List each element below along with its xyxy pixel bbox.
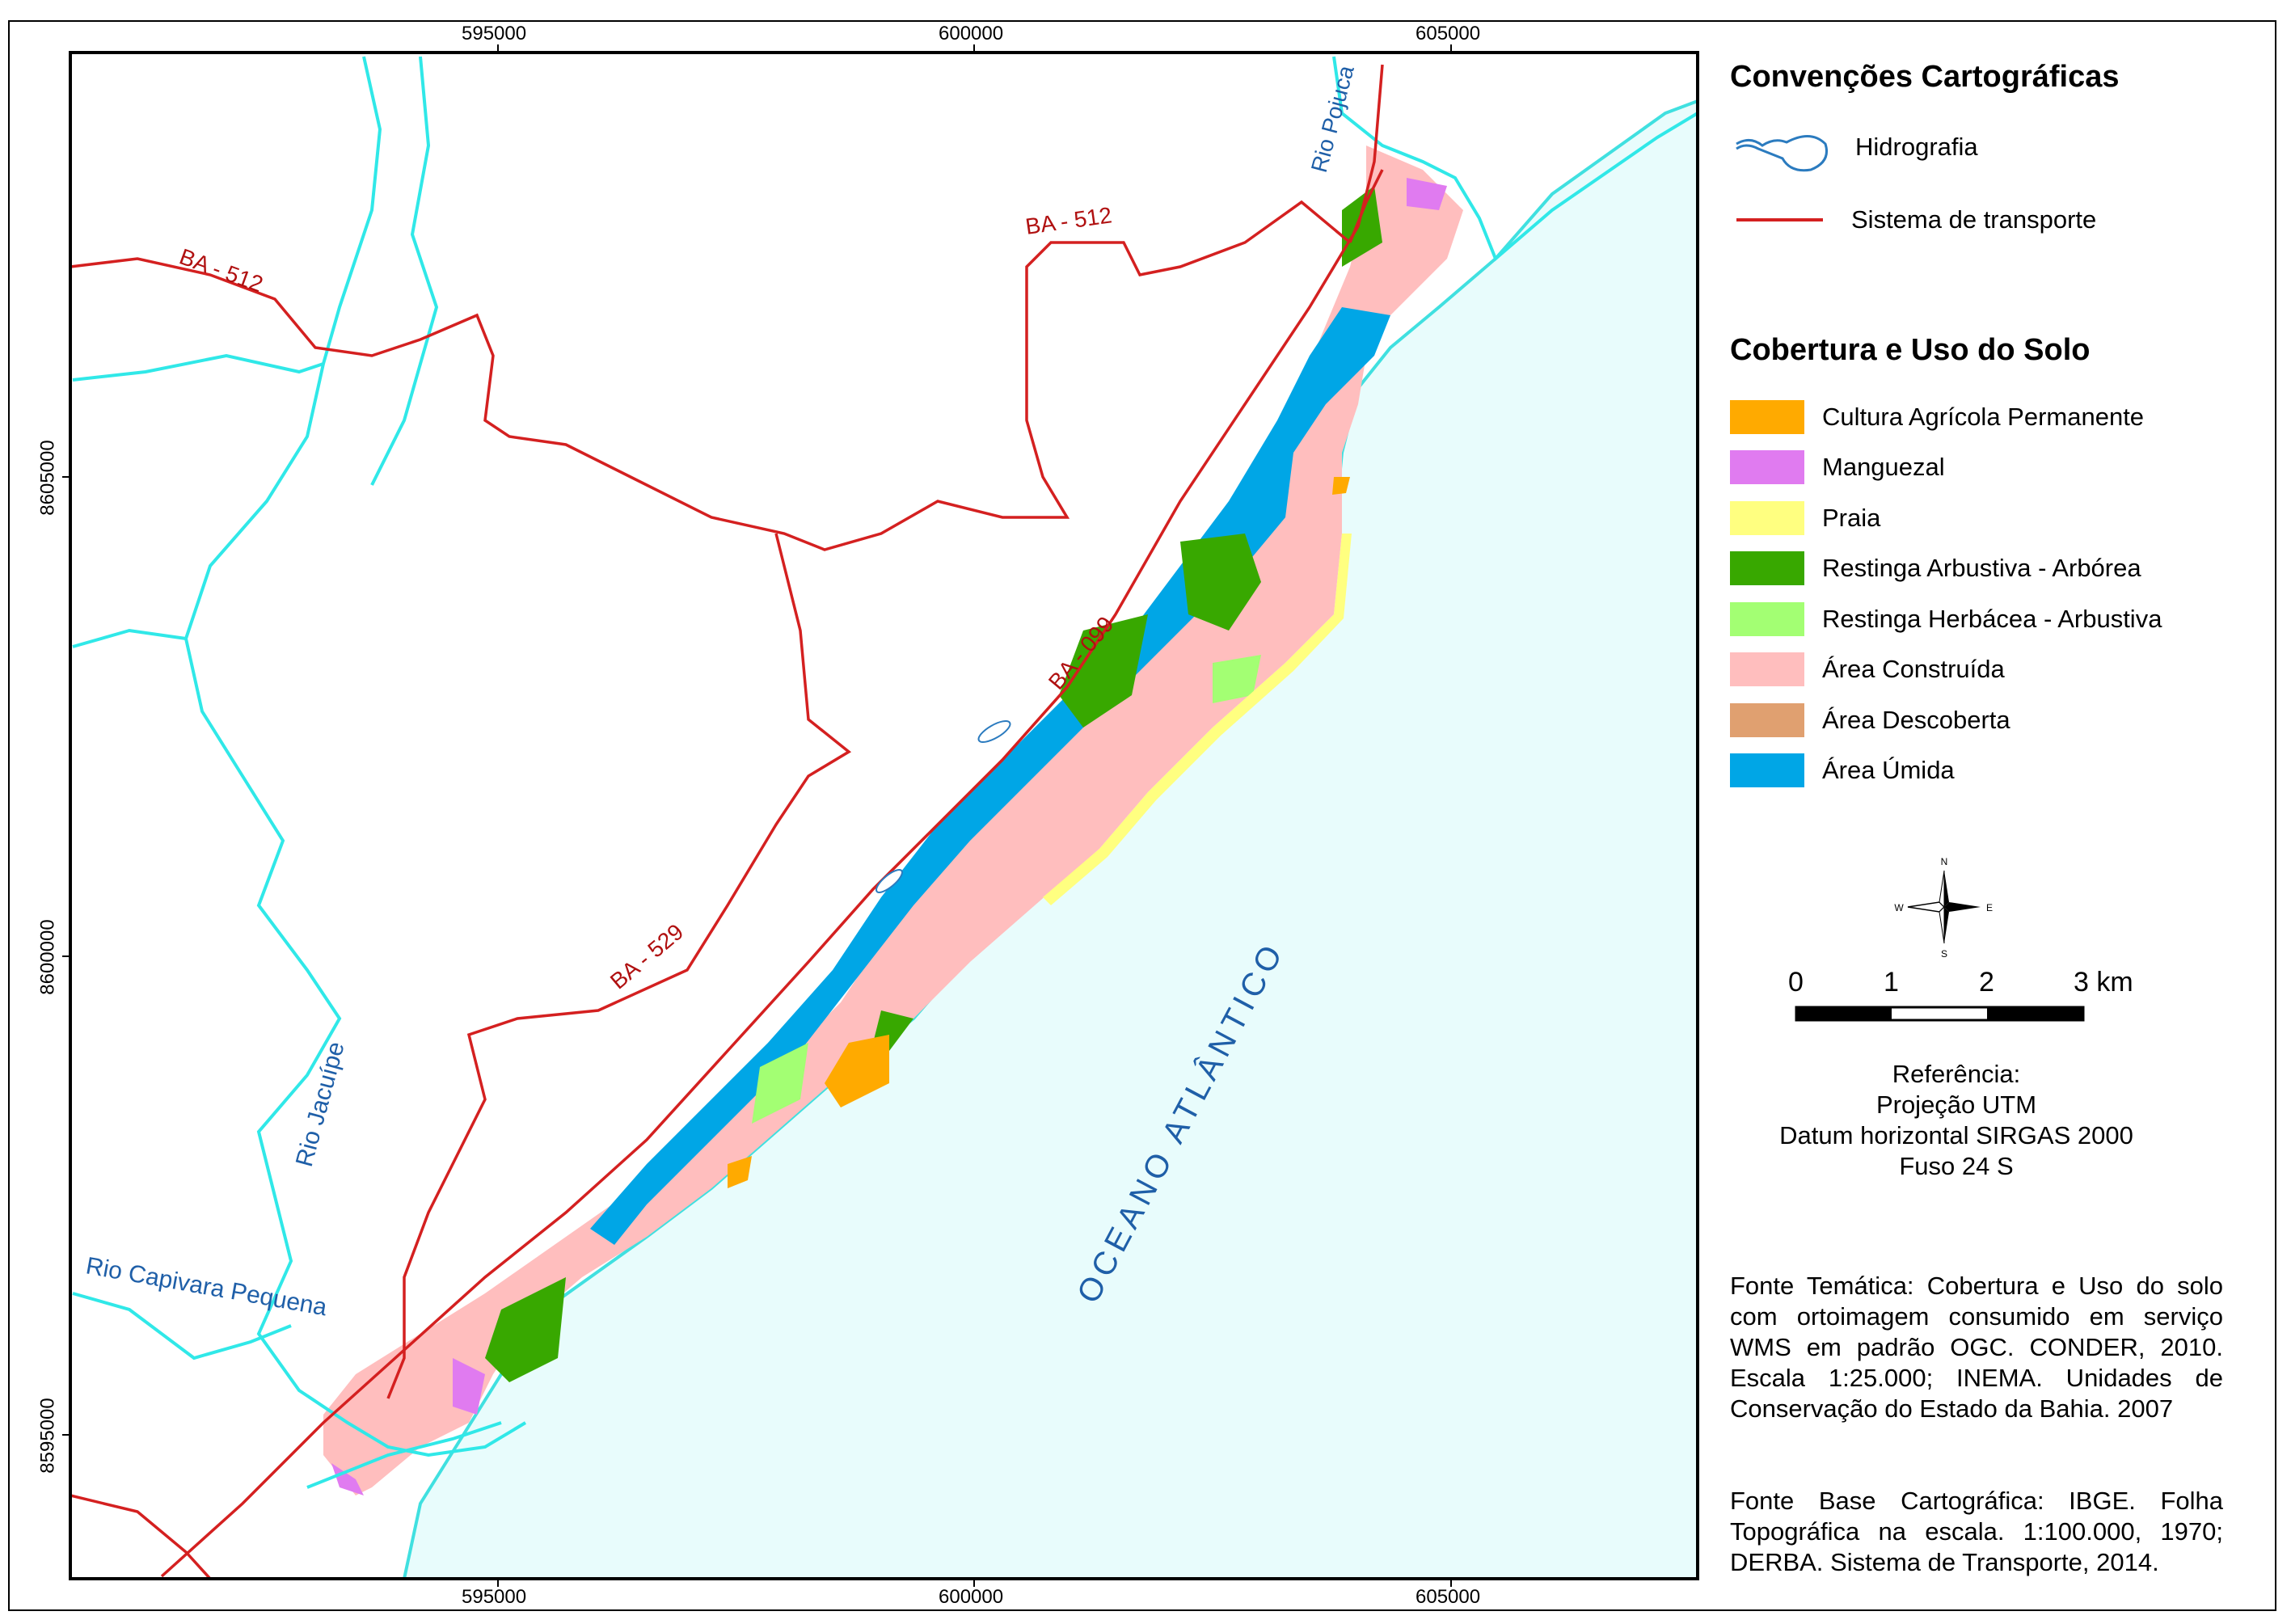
easting-bottom-605000: 605000 — [1416, 1586, 1481, 1608]
map-frame — [8, 20, 2276, 1611]
agriculture-patch-3 — [728, 1156, 752, 1188]
swatch-praia — [1730, 501, 1804, 535]
coordinate-ticks — [62, 44, 1452, 1587]
easting-bottom-595000: 595000 — [462, 1586, 527, 1608]
northing-8595000: 8595000 — [36, 1398, 59, 1474]
road-label-ba512-east: BA - 512 — [1024, 202, 1114, 239]
restinga-herbacea-patch-1 — [1213, 655, 1261, 703]
legend-item-cultura-agricola: Cultura Agrícola Permanente — [1730, 399, 2144, 436]
landcover-title: Cobertura e Uso do Solo — [1730, 333, 2091, 367]
scale-tick-1: 1 — [1884, 967, 1899, 998]
rivers — [72, 56, 1698, 1489]
restinga-arborea-patch-1 — [1180, 534, 1261, 631]
east-letter: E — [1986, 902, 1993, 913]
restinga-arborea-patch-5 — [485, 1277, 566, 1382]
thematic-source: Fonte Temática: Cobertura e Uso do solo … — [1730, 1272, 2223, 1423]
conventions-title: Convenções Cartográficas — [1730, 60, 2120, 94]
legend-transporte-label: Sistema de transporte — [1851, 205, 2097, 234]
agriculture-patch-2 — [1332, 477, 1350, 495]
river-capivara — [72, 1292, 292, 1360]
legend-label: Área Descoberta — [1822, 706, 2010, 734]
river-label-jacuipe: Rio Jacuípe — [291, 1039, 350, 1170]
north-letter: N — [1941, 856, 1948, 867]
river-label-capivara: Rio Capivara Pequena — [84, 1252, 329, 1321]
mangrove-patch-2 — [453, 1358, 485, 1415]
river-tributary-2 — [370, 56, 439, 486]
legend-item-praia: Praia — [1730, 500, 1880, 537]
legend-label: Área Construída — [1822, 655, 2005, 683]
base-source: Fonte Base Cartográfica: IBGE. Folha Top… — [1730, 1487, 2223, 1576]
swatch-restinga-herbacea — [1730, 602, 1804, 636]
restinga-arborea-patch-3 — [1342, 186, 1382, 267]
easting-top-595000: 595000 — [462, 23, 527, 44]
northing-8600000: 8600000 — [36, 919, 59, 995]
easting-top-605000: 605000 — [1416, 23, 1481, 44]
road-southwest — [70, 1494, 212, 1579]
mangrove-patch-1 — [1407, 178, 1447, 210]
river-polygon-icon — [1736, 135, 1828, 172]
lake-1 — [977, 720, 1011, 743]
legend-label: Área Úmida — [1822, 756, 1955, 784]
legend-item-area-construida: Área Construída — [1730, 651, 2005, 688]
swatch-restinga-arborea — [1730, 551, 1804, 585]
easting-top-600000: 600000 — [939, 23, 1004, 44]
scale-tick-2: 2 — [1979, 967, 1994, 998]
legend-label: Praia — [1822, 504, 1881, 532]
swatch-cultura-agricola — [1730, 400, 1804, 434]
legend-label: Restinga Herbácea - Arbustiva — [1822, 605, 2162, 633]
reference-title: Referência: — [1892, 1060, 2021, 1088]
easting-bottom-600000: 600000 — [939, 1586, 1004, 1608]
legend-label: Manguezal — [1822, 453, 1945, 481]
scale-tick-0: 0 — [1788, 967, 1804, 998]
river-tributary-3 — [72, 628, 187, 648]
legend-item-restinga-herbacea: Restinga Herbácea - Arbustiva — [1730, 601, 2162, 638]
northing-8605000: 8605000 — [36, 440, 59, 516]
legend-hidrografia-label: Hidrografia — [1855, 133, 1978, 161]
lake-2 — [875, 869, 903, 893]
agriculture-patch-1 — [825, 1035, 889, 1107]
legend-item-manguezal: Manguezal — [1730, 449, 1945, 486]
roads — [70, 64, 1384, 1579]
river-tributary-1 — [72, 353, 324, 382]
legend-label: Cultura Agrícola Permanente — [1822, 403, 2145, 431]
road-ba512-west — [70, 200, 1352, 551]
mangrove-patch-3 — [331, 1463, 364, 1495]
scale-bar — [1795, 1006, 2085, 1022]
built-area-strip — [323, 146, 1463, 1495]
river-jacuipe — [184, 56, 527, 1457]
road-ba099 — [160, 64, 1384, 1578]
wetland-area — [590, 307, 1390, 1245]
swatch-area-descoberta — [1730, 703, 1804, 737]
map-border — [69, 51, 1699, 1580]
south-letter: S — [1941, 948, 1947, 960]
scale-tick-3km: 3 km — [2074, 967, 2133, 998]
road-label-ba529: BA - 529 — [605, 919, 688, 994]
road-label-ba512-west: BA - 512 — [176, 244, 267, 297]
north-arrow-icon: N S E W — [1894, 856, 1993, 960]
reference-zone: Fuso 24 S — [1899, 1152, 2014, 1180]
river-pojuca — [1332, 56, 1698, 262]
road-ba529 — [386, 533, 852, 1399]
swatch-area-umida — [1730, 753, 1804, 787]
swatch-manguezal — [1730, 450, 1804, 484]
river-coast-south — [306, 1421, 502, 1489]
reference-projection: Projeção UTM — [1875, 1090, 2037, 1119]
reference-datum: Datum horizontal SIRGAS 2000 — [1779, 1121, 2133, 1149]
legend-item-restinga-arborea: Restinga Arbustiva - Arbórea — [1730, 550, 2141, 587]
legend-item-area-umida: Área Úmida — [1730, 752, 1955, 789]
legend-label: Restinga Arbustiva - Arbórea — [1822, 554, 2141, 582]
swatch-area-construida — [1730, 652, 1804, 686]
legend-item-area-descoberta: Área Descoberta — [1730, 702, 2010, 739]
west-letter: W — [1894, 902, 1904, 913]
restinga-herbacea-patch-2 — [752, 1043, 808, 1124]
projection-reference: Referência: Projeção UTM Datum horizonta… — [1730, 1059, 2183, 1182]
restinga-arborea-patch-2 — [1059, 614, 1148, 728]
